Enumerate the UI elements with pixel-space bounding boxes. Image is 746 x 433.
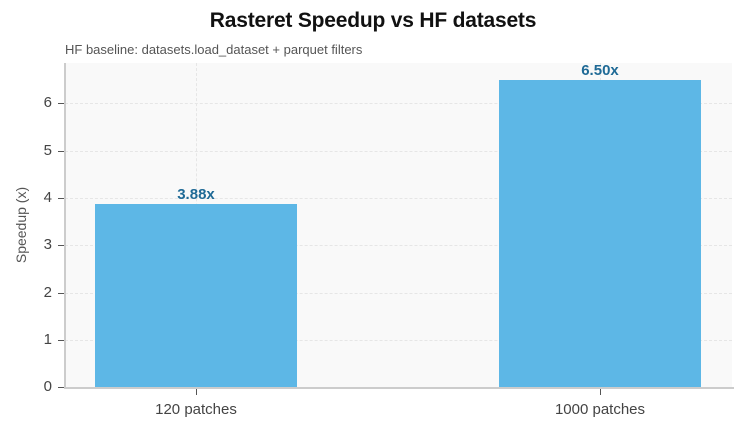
y-tick-label: 0	[43, 378, 52, 395]
x-tick-label: 1000 patches	[554, 401, 646, 418]
y-tick	[58, 245, 64, 246]
y-tick	[58, 198, 64, 199]
bar-value-label: 6.50x	[581, 62, 619, 79]
x-tick-label: 120 patches	[155, 401, 237, 418]
gridline-y1	[65, 340, 732, 341]
y-tick-label: 6	[43, 94, 52, 111]
y-tick	[58, 387, 64, 388]
bar-value-label: 3.88x	[177, 186, 215, 203]
gridline-y3	[65, 245, 732, 246]
y-tick-label: 5	[43, 142, 52, 159]
y-tick	[58, 151, 64, 152]
gridline-y6	[65, 103, 732, 104]
bar-120-patches	[95, 204, 297, 387]
x-tick	[196, 389, 197, 395]
y-tick	[58, 340, 64, 341]
chart-title: Rasteret Speedup vs HF datasets	[209, 9, 537, 32]
y-tick-label: 4	[43, 189, 52, 206]
y-tick	[58, 103, 64, 104]
gridline-y2	[65, 293, 732, 294]
y-axis-line	[64, 63, 66, 389]
chart-subtitle: HF baseline: datasets.load_dataset + par…	[65, 42, 363, 57]
gridline-y4	[65, 198, 732, 199]
x-tick	[600, 389, 601, 395]
y-axis-label: Speedup (x)	[13, 186, 29, 264]
bar-1000-patches	[499, 80, 701, 387]
plot-area: 3.88x 6.50x	[65, 62, 732, 387]
y-tick-label: 3	[43, 236, 52, 253]
y-tick-label: 1	[43, 331, 52, 348]
y-tick	[58, 293, 64, 294]
gridline-y5	[65, 151, 732, 152]
y-tick-label: 2	[43, 284, 52, 301]
x-axis-line	[64, 387, 734, 389]
